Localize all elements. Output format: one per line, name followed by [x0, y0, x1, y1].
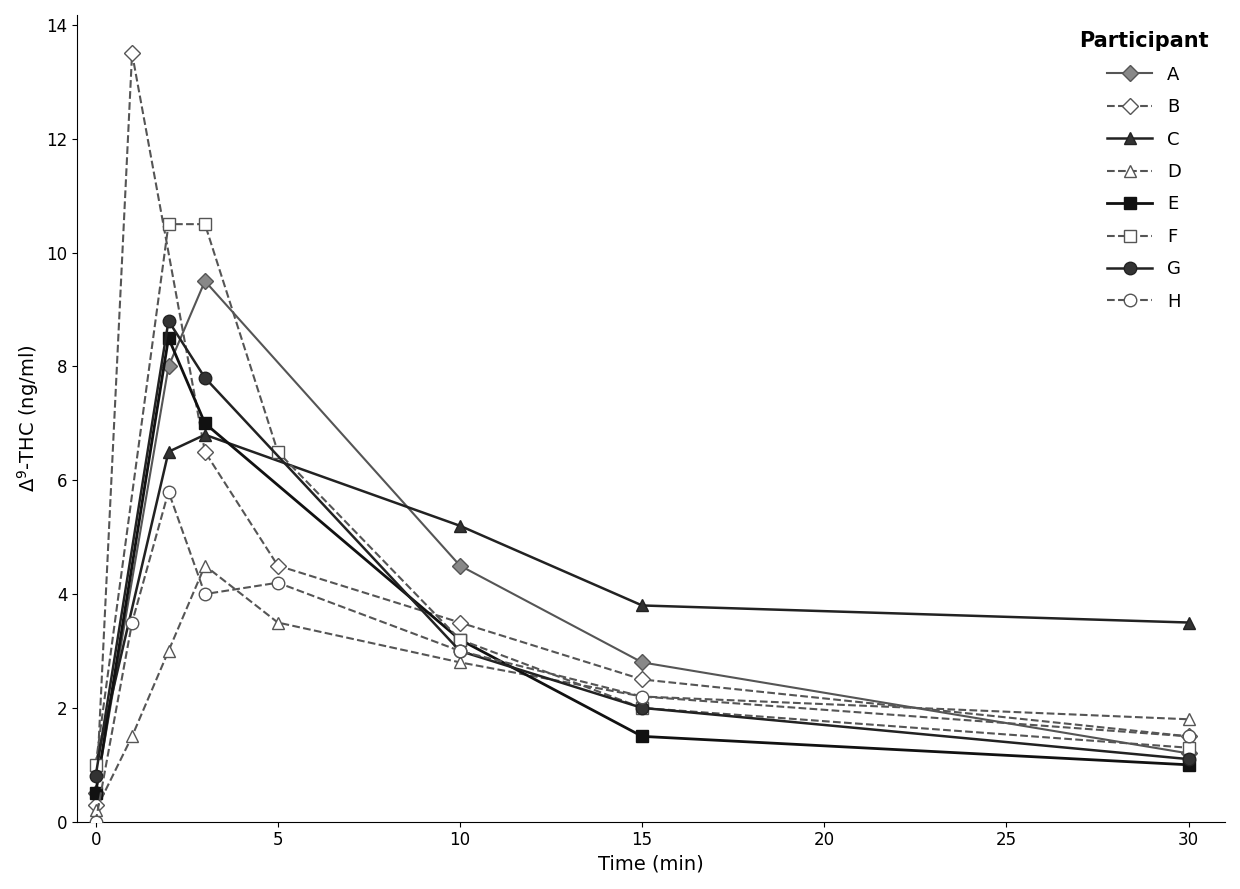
Y-axis label: $\Delta^9$-THC (ng/ml): $\Delta^9$-THC (ng/ml)	[15, 345, 41, 493]
X-axis label: Time (min): Time (min)	[599, 855, 704, 874]
Legend: A, B, C, D, E, F, G, H: A, B, C, D, E, F, G, H	[1071, 24, 1216, 318]
